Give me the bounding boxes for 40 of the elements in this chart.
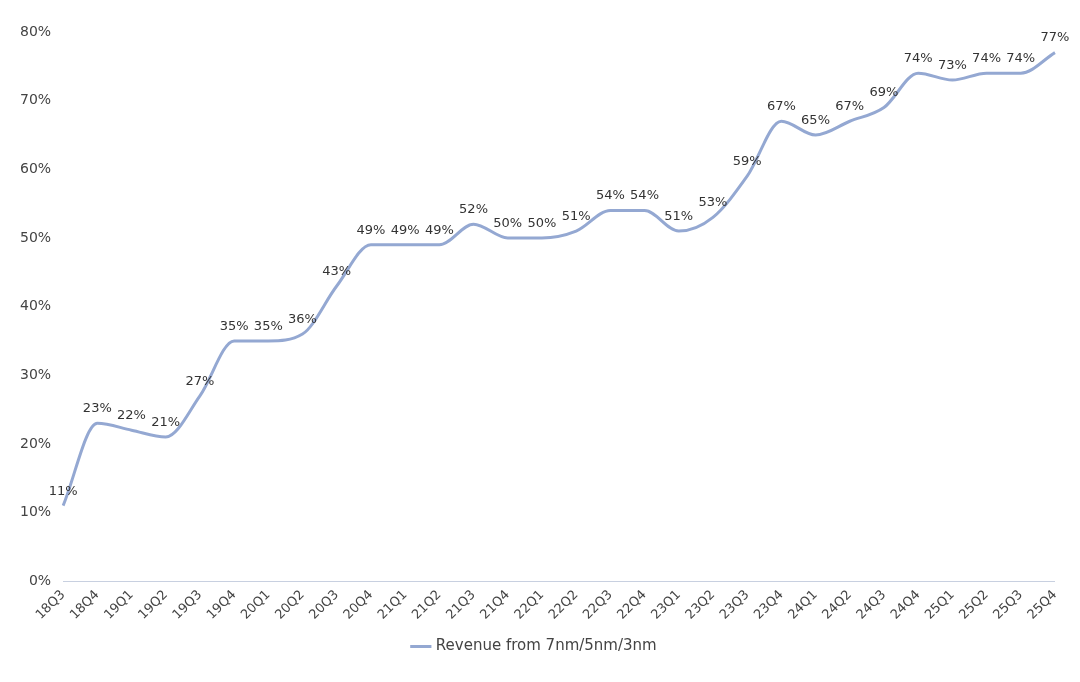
y-tick-label: 70%	[19, 91, 52, 108]
data-label: 49%	[424, 221, 454, 237]
data-label: 65%	[801, 111, 831, 127]
data-label: 50%	[527, 214, 557, 230]
data-label: 74%	[1006, 50, 1036, 66]
y-tick-label: 60%	[19, 159, 52, 176]
data-label: 54%	[595, 187, 625, 203]
data-label: 43%	[322, 262, 352, 278]
data-label: 22%	[117, 407, 146, 423]
data-label: 52%	[459, 201, 488, 217]
data-label: 27%	[185, 372, 215, 388]
data-label: 77%	[1040, 29, 1070, 45]
y-tick-label: 50%	[19, 228, 52, 245]
data-label: 36%	[288, 310, 317, 326]
y-tick-label: 80%	[19, 22, 52, 39]
y-tick-label: 0%	[28, 571, 52, 588]
y-tick-label: 40%	[19, 297, 52, 314]
y-tick-label: 20%	[19, 434, 52, 451]
y-tick-label: 10%	[19, 503, 52, 520]
data-label: 73%	[937, 56, 967, 72]
data-label: 54%	[630, 187, 659, 203]
data-label: 51%	[664, 207, 694, 223]
y-tick-label: 30%	[19, 365, 52, 382]
data-label: 23%	[82, 400, 112, 416]
data-label: 21%	[151, 413, 181, 429]
data-label: 49%	[356, 221, 386, 237]
data-label: 51%	[561, 207, 591, 223]
data-label: 67%	[835, 98, 865, 114]
data-label: 35%	[219, 317, 249, 333]
data-label: 59%	[732, 153, 762, 169]
data-label: 67%	[766, 98, 796, 114]
data-label: 69%	[869, 84, 899, 100]
data-label: 49%	[390, 221, 420, 237]
data-label: 35%	[253, 317, 283, 333]
data-label: 74%	[903, 50, 933, 66]
legend-label: Revenue from 7nm/5nm/3nm	[435, 636, 657, 655]
data-label: 74%	[972, 50, 1002, 66]
data-label: 50%	[493, 214, 523, 230]
data-label: 11%	[48, 482, 78, 498]
data-label: 53%	[698, 194, 728, 210]
